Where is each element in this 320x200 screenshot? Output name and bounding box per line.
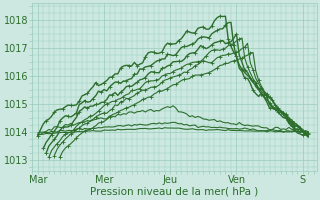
X-axis label: Pression niveau de la mer( hPa ): Pression niveau de la mer( hPa ): [90, 187, 259, 197]
